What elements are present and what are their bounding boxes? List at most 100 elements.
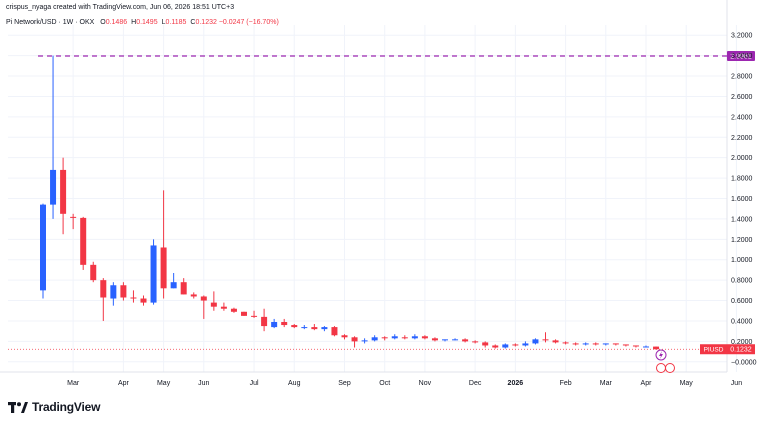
ohlc-key: O [100, 19, 106, 26]
candle-body [542, 339, 549, 341]
candle-body [622, 344, 629, 346]
candle-body [140, 298, 147, 303]
y-tick-label: 1.4000 [731, 216, 753, 223]
chart-credit: crispus_nyaga created with TradingView.c… [6, 4, 235, 11]
tradingview-logo-icon [8, 401, 28, 413]
candles: PIUSD 0.1232 [8, 55, 755, 355]
ath-price-tag [727, 51, 755, 62]
x-tick-label: May [157, 380, 171, 387]
event-markers [655, 349, 675, 373]
candle-body [562, 342, 569, 344]
x-tick-label: Apr [118, 380, 130, 387]
candle-body [512, 344, 519, 346]
candle-body [391, 336, 398, 339]
candle-body [241, 311, 247, 316]
candle-body [572, 343, 579, 345]
candle-body [482, 342, 489, 346]
us-flag-icon [665, 363, 675, 373]
symbol-tag-label: PIUSD [704, 347, 724, 354]
candle-body [371, 337, 378, 341]
candle-body [180, 282, 187, 295]
candle-body [411, 336, 418, 339]
candle-body [492, 345, 499, 348]
candle-body [592, 343, 599, 345]
candle-body [442, 339, 448, 341]
y-tick-label: 2.2000 [731, 135, 753, 142]
ath-line: 2.9961 [38, 51, 755, 62]
symbol-legend: Pi Network/USD · 1W · OKX O0.1486 H0.1495… [6, 19, 279, 26]
candle-body [160, 247, 167, 289]
x-tick-label: Mar [67, 380, 80, 387]
candle-body [130, 297, 137, 299]
candle-body [150, 245, 157, 303]
ohlc-key: L [161, 19, 166, 26]
candle-body [321, 327, 328, 330]
y-tick-label: 0.2000 [731, 339, 753, 346]
candle-body [421, 336, 428, 339]
candle-body [522, 343, 529, 346]
candle-body [472, 341, 479, 343]
symbol-tag [700, 344, 727, 355]
candle-body [381, 337, 388, 339]
y-tick-label: 1.6000 [731, 196, 753, 203]
candle-body [251, 315, 258, 317]
ohlc-values: O0.1486 H0.1495 L0.1185 C0.1232 −0.0247 (−1… [96, 19, 279, 26]
candle-body [40, 204, 46, 291]
ohlc-value: 0.1232 [195, 19, 217, 26]
candle-body [281, 321, 288, 326]
candle-body [643, 346, 649, 348]
candle-body [462, 339, 469, 342]
x-axis: Mar Apr May Jun Jul Aug Sep Oct Nov Dec 2026 Feb Mar… [67, 380, 742, 387]
candle-body [80, 217, 87, 265]
candle-body [70, 216, 77, 218]
symbol-name: Pi Network/USD · 1W · OKX [6, 19, 95, 26]
candle-body [60, 169, 67, 214]
candle-body [90, 264, 97, 281]
y-tick-label: 1.0000 [731, 257, 753, 264]
candle-body [301, 327, 308, 329]
candle-body [552, 340, 559, 343]
candle-body [452, 339, 459, 341]
y-tick-label: 1.8000 [731, 176, 753, 183]
candle-body [50, 169, 57, 205]
x-tick-label: Feb [560, 380, 572, 387]
ohlc-value: 0.1495 [136, 19, 158, 26]
x-tick-label: Sep [338, 380, 351, 387]
y-tick-label: 2.8000 [731, 74, 753, 81]
y-tick-label: 3.0000 [731, 53, 753, 60]
x-tick-label: Aug [288, 380, 301, 387]
candle-body [100, 280, 107, 298]
candle-body [271, 321, 278, 328]
x-tick-label: Dec [469, 380, 482, 387]
y-tick-label: 2.0000 [731, 155, 753, 162]
candle-body [401, 337, 408, 339]
ohlc-value: 0.1185 [165, 19, 187, 26]
ath-price-label: 2.9961 [730, 54, 752, 61]
candle-body [291, 325, 298, 328]
y-tick-label: −0.0000 [731, 359, 757, 366]
candle-body [110, 285, 117, 299]
x-tick-label: Nov [419, 380, 432, 387]
candle-body [331, 327, 338, 336]
ohlc-key: C [190, 19, 196, 26]
candle-body [653, 346, 660, 350]
ohlc-key: H [131, 19, 137, 26]
candle-body [502, 344, 509, 348]
candle-body [311, 327, 318, 330]
y-axis: 3.2000 3.0000 2.8000 2.6000 2.4000 2.2000 2.00… [731, 33, 757, 367]
last-price-tag [727, 344, 755, 355]
candle-body [632, 345, 639, 347]
tradingview-logo[interactable]: TradingView [8, 400, 100, 414]
us-flag-icon [656, 363, 666, 373]
x-tick-label: May [680, 380, 694, 387]
candle-body [200, 296, 207, 301]
candle-body [170, 282, 177, 289]
x-tick-label: 2026 [508, 380, 524, 387]
x-tick-label: Oct [379, 380, 390, 387]
candle-body [602, 343, 609, 345]
x-tick-label: Apr [641, 380, 653, 387]
x-tick-label: Jul [250, 380, 259, 387]
candle-body [120, 285, 127, 298]
candle-body [220, 306, 227, 309]
